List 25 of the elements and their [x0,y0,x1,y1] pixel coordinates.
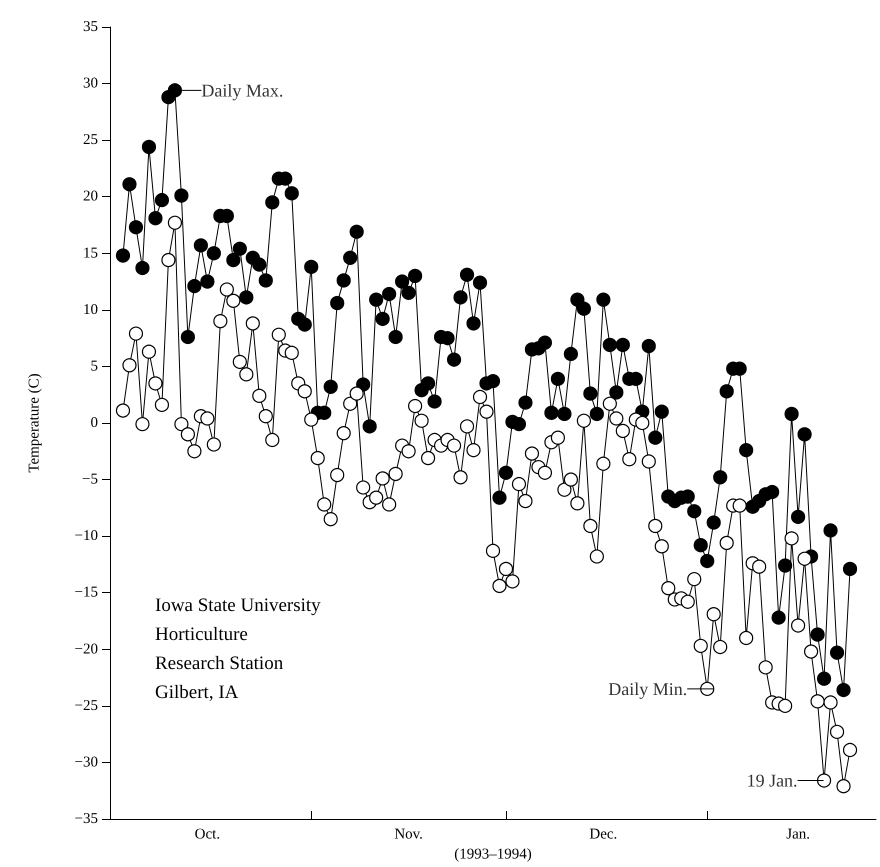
y-tick-label: −35 [74,811,98,827]
annotation: Iowa State University Horticulture Research Station Gilbert, IA [155,595,322,703]
y-axis-title: Temperature (C) [26,373,42,473]
y-tick-label: 20 [83,188,98,205]
y-tick-label: 15 [83,245,98,262]
y-tick-label: 0 [90,415,98,431]
y-tick-label: −25 [74,698,98,714]
x-tick-label: Dec. [589,826,618,842]
x-tick-label: Jan. [786,826,810,842]
annotation: Daily Min. [608,678,688,699]
y-tick-label: 5 [90,358,98,374]
x-axis-title: (1993–1994) [454,846,532,862]
y-tick-label: 10 [83,302,98,318]
y-tick-label: 30 [83,76,98,92]
x-tick-label: Oct. [194,826,220,842]
y-tick-label: −20 [74,641,98,658]
y-tick-label: 35 [83,19,98,35]
annotation: 19 Jan. [746,770,798,791]
y-tick-label: 25 [83,132,98,148]
x-tick-label: Nov. [394,826,423,842]
y-tick-label: −5 [82,472,98,488]
y-tick-label: −10 [74,528,98,544]
y-tick-label: −30 [74,754,98,770]
y-tick-label: −15 [74,584,98,601]
annotation: Daily Max. [201,80,284,100]
